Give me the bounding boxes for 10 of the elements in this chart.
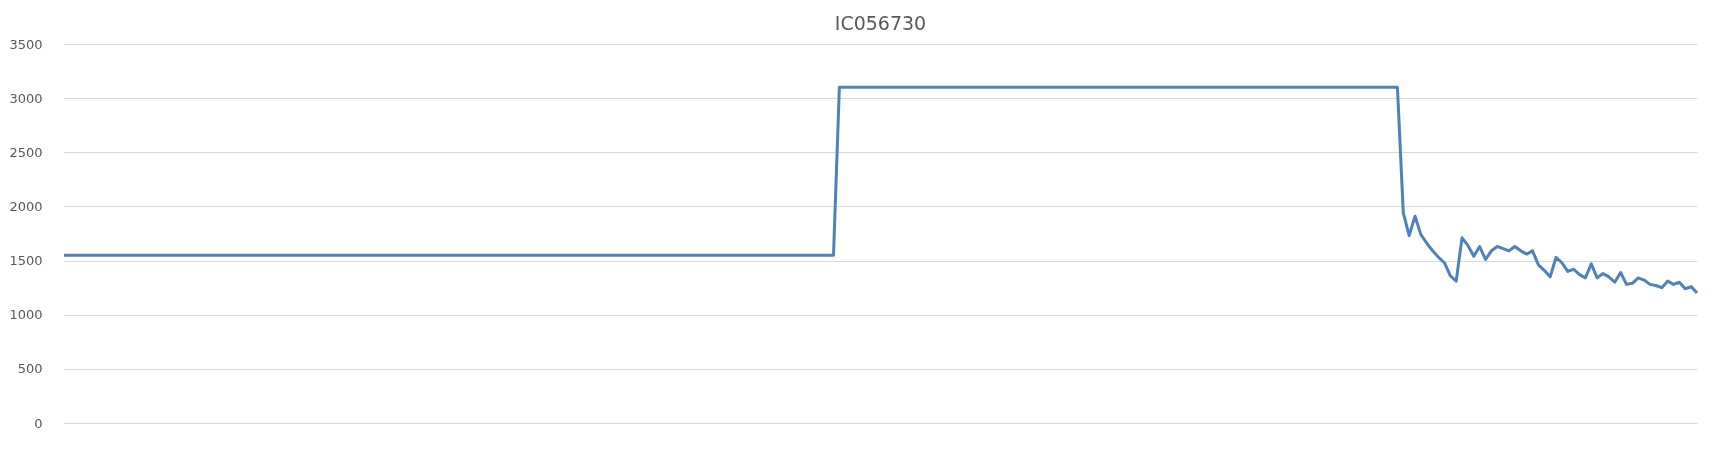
line-series: [62, 85, 1699, 295]
y-tick-label: 3500: [9, 36, 43, 52]
y-tick-label: 1000: [9, 307, 43, 323]
y-tick-label: 0: [34, 415, 43, 431]
y-tick-label: 3000: [9, 90, 43, 106]
y-tick-label: 2000: [9, 198, 43, 214]
y-tick-label: 1500: [9, 253, 43, 269]
y-tick-label: 500: [17, 361, 43, 377]
y-tick-label: 2500: [9, 144, 43, 160]
chart-title: IC056730: [834, 12, 927, 34]
